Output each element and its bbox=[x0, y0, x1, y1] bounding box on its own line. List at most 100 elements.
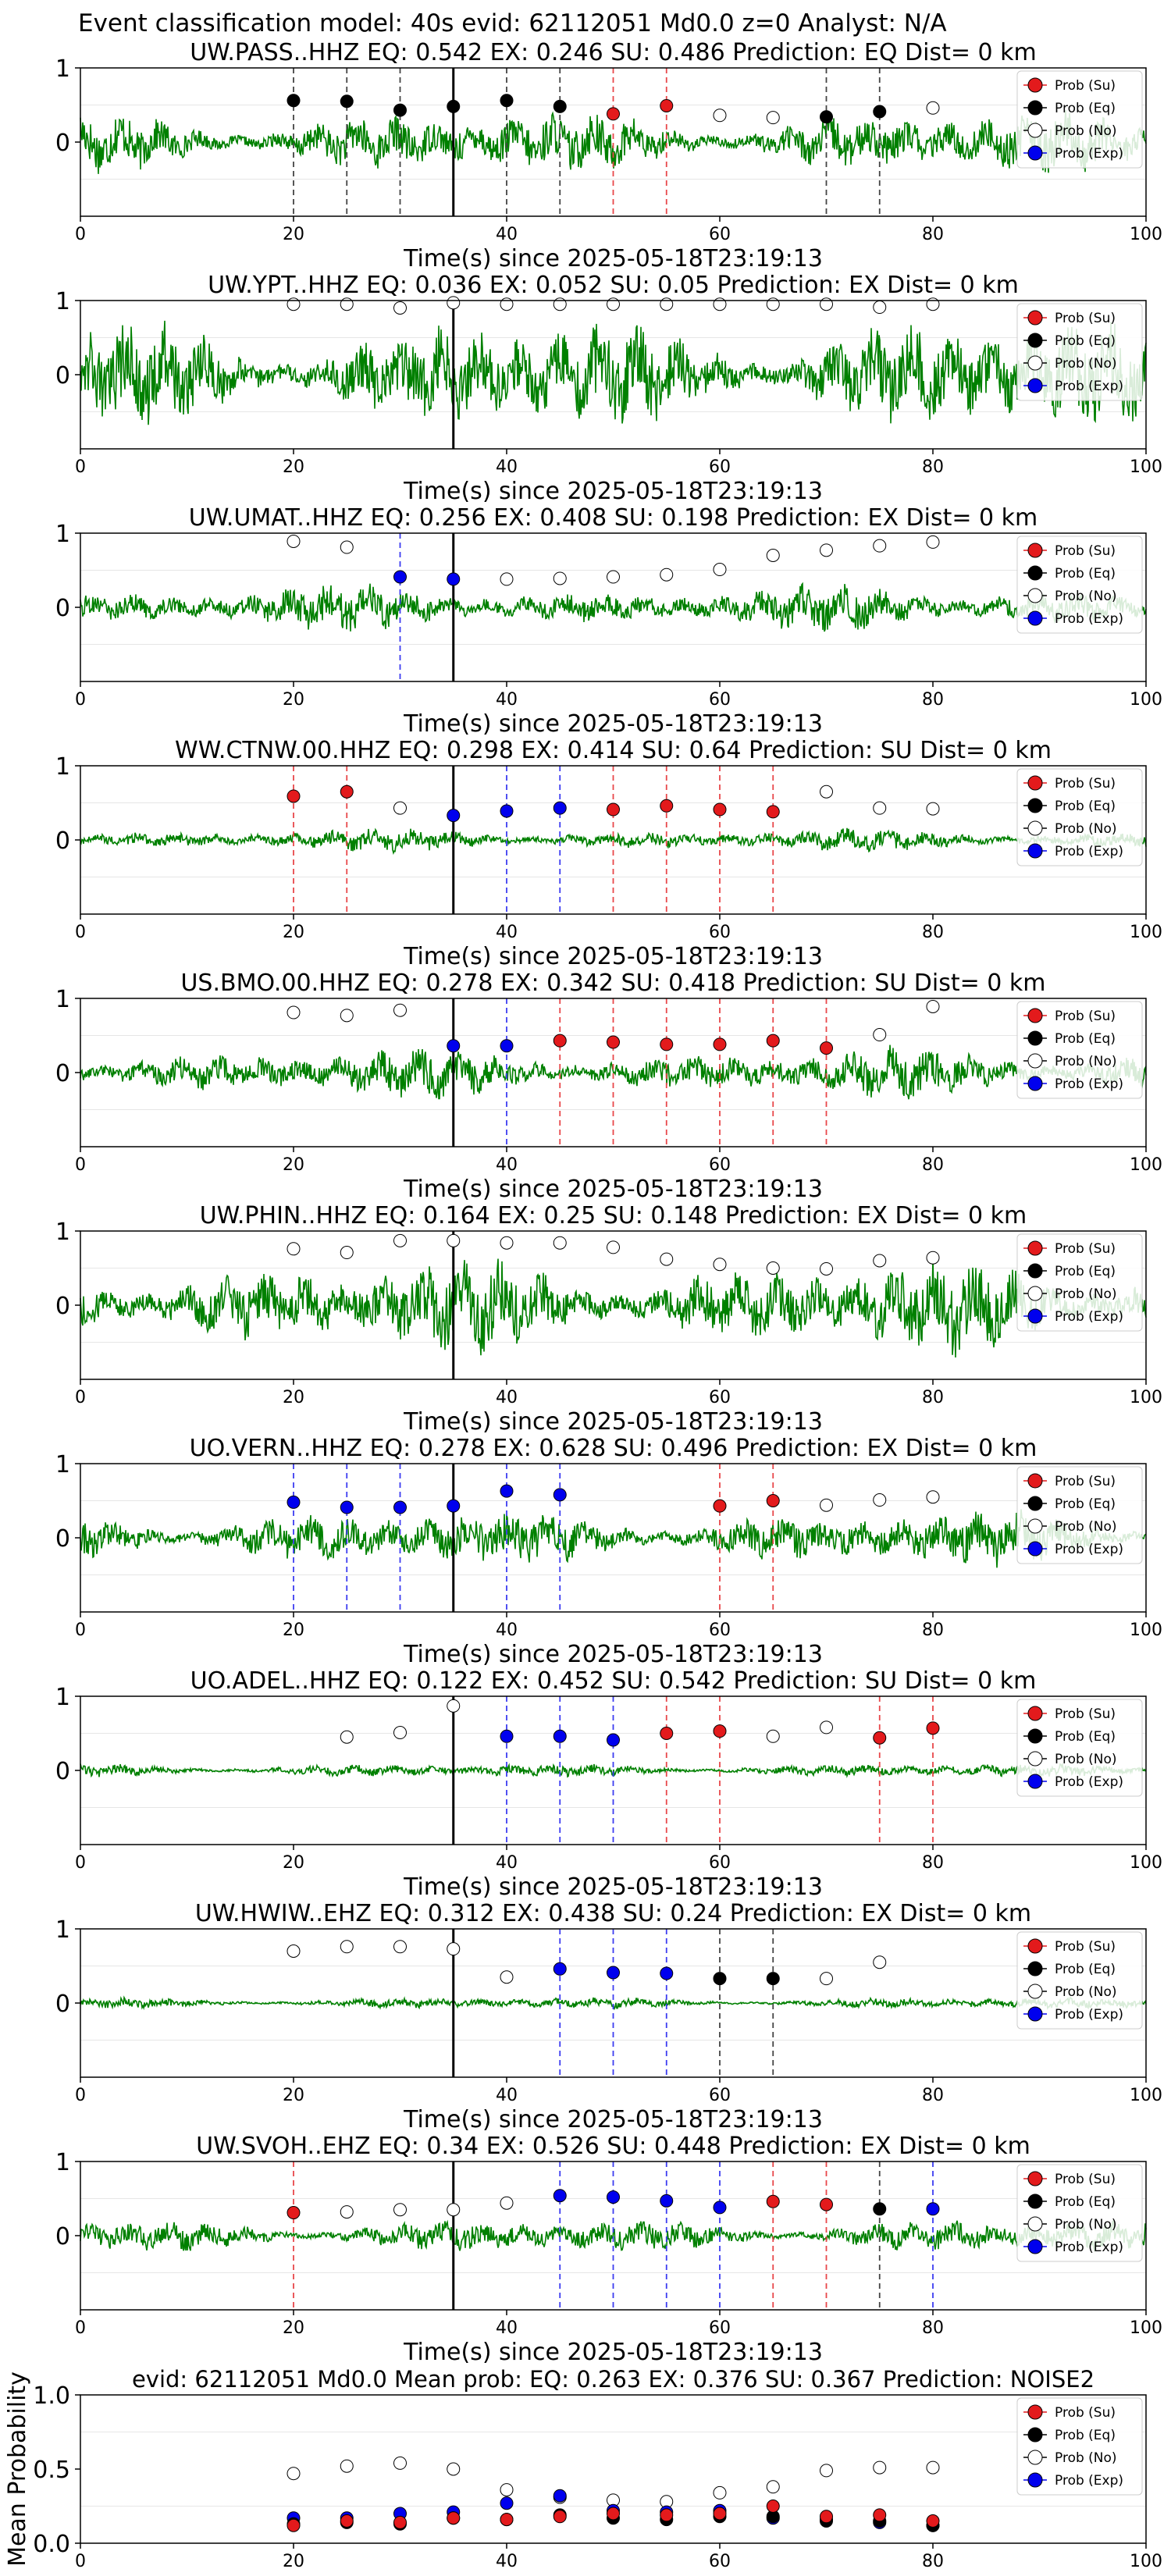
x-axis-label: Time(s) since 2025-05-18T23:19:13 bbox=[403, 943, 823, 970]
prob-point-su bbox=[287, 2206, 301, 2220]
y-tick-label: 1 bbox=[55, 288, 70, 315]
plot-frame bbox=[80, 1928, 1147, 2078]
legend-label: Prob (No) bbox=[1055, 1984, 1117, 2000]
station-panel-uo-adel--hhz: 0 20 40 60 80 100 1 0 Prob (Su) Prob (Eq) Prob (No… bbox=[55, 1667, 1162, 1901]
x-axis-label: Time(s) since 2025-05-18T23:19:13 bbox=[403, 478, 823, 505]
prob-point-no bbox=[553, 571, 567, 585]
legend-label: Prob (No) bbox=[1055, 589, 1117, 604]
legend-marker-su bbox=[1027, 2171, 1043, 2186]
legend-label: Prob (Eq) bbox=[1055, 799, 1116, 814]
prob-point-su bbox=[766, 805, 780, 819]
prob-point-no bbox=[820, 1498, 833, 1512]
legend-box bbox=[1016, 2164, 1143, 2262]
station-panel-uw-hwiw--ehz: 0 20 40 60 80 100 1 0 Prob (Su) Prob (Eq) Prob (No… bbox=[55, 1900, 1162, 2133]
prob-point-eq bbox=[287, 94, 301, 108]
prob-point-no bbox=[447, 296, 461, 310]
prob-point-no bbox=[873, 301, 887, 315]
prob-point-no bbox=[340, 1246, 354, 1260]
station-panel-uo-vern--hhz: 0 20 40 60 80 100 1 0 Prob (Su) Prob (Eq) Prob (No… bbox=[55, 1435, 1162, 1668]
mean-point-su bbox=[340, 2514, 354, 2528]
legend-label: Prob (Eq) bbox=[1055, 1264, 1116, 1279]
legend-marker-exp bbox=[1027, 1541, 1043, 1557]
legend-label: Prob (Exp) bbox=[1055, 1542, 1123, 1557]
legend-box bbox=[1016, 1931, 1143, 2030]
prob-point-no bbox=[287, 534, 301, 548]
x-tick-label: 80 bbox=[922, 2552, 944, 2571]
legend-label: Prob (Su) bbox=[1055, 776, 1116, 792]
legend-label: Prob (Eq) bbox=[1055, 1496, 1116, 1512]
x-tick-label: 0 bbox=[75, 1621, 86, 1640]
panel-title: UW.HWIW..EHZ EQ: 0.312 EX: 0.438 SU: 0.2… bbox=[195, 1900, 1031, 1927]
legend-marker-exp bbox=[1027, 2239, 1043, 2254]
plot-frame bbox=[80, 1695, 1147, 1845]
x-tick-label: 60 bbox=[709, 1388, 731, 1407]
y-tick-label: 0 bbox=[55, 827, 70, 855]
x-tick-label: 80 bbox=[922, 1388, 944, 1407]
prob-point-no bbox=[607, 1240, 620, 1254]
mean-point-su bbox=[553, 2510, 567, 2524]
prob-point-no bbox=[926, 535, 940, 549]
mean-point-no bbox=[340, 2459, 354, 2473]
x-tick-label: 40 bbox=[496, 1388, 518, 1407]
x-tick-label: 100 bbox=[1130, 2086, 1162, 2105]
legend-label: Prob (Exp) bbox=[1055, 2240, 1123, 2255]
prob-point-eq bbox=[713, 1972, 727, 1986]
legend-marker-no bbox=[1027, 2450, 1043, 2465]
legend-marker-exp bbox=[1027, 378, 1043, 393]
mean-point-no bbox=[820, 2464, 833, 2478]
prob-point-su bbox=[820, 1041, 833, 1055]
y-tick-label: 0 bbox=[55, 130, 70, 157]
mean-probability-panel: 0 20 40 60 80 100 1.0 0.5 0.0 Prob (Su) Prob (Eq) P… bbox=[4, 2366, 1162, 2571]
x-tick-label: 80 bbox=[922, 690, 944, 710]
panel-title: US.BMO.00.HHZ EQ: 0.278 EX: 0.342 SU: 0.… bbox=[180, 970, 1045, 997]
x-tick-label: 80 bbox=[922, 457, 944, 477]
mean-point-no bbox=[447, 2462, 461, 2476]
legend-label: Prob (No) bbox=[1055, 1054, 1117, 1069]
x-tick-label: 100 bbox=[1130, 1621, 1162, 1640]
prob-point-exp bbox=[607, 1966, 620, 1980]
prob-point-no bbox=[713, 109, 727, 123]
prob-point-no bbox=[287, 1242, 301, 1256]
legend-label: Prob (Exp) bbox=[1055, 844, 1123, 859]
mean-point-su bbox=[607, 2507, 620, 2521]
prob-point-su bbox=[660, 98, 674, 112]
prob-point-exp bbox=[713, 2201, 727, 2215]
prob-point-no bbox=[500, 572, 514, 586]
mean-point-no bbox=[873, 2460, 887, 2475]
prob-point-exp bbox=[447, 1499, 461, 1513]
legend-marker-su bbox=[1027, 2404, 1043, 2420]
x-tick-label: 0 bbox=[75, 1388, 86, 1407]
prob-point-eq bbox=[500, 94, 514, 108]
prob-point-su bbox=[607, 1035, 620, 1049]
prob-point-eq bbox=[447, 99, 461, 113]
legend-marker-su bbox=[1027, 1240, 1043, 1256]
prob-point-no bbox=[287, 297, 301, 311]
x-tick-label: 100 bbox=[1130, 457, 1162, 477]
prob-point-no bbox=[926, 1251, 940, 1265]
x-tick-label: 80 bbox=[922, 2086, 944, 2105]
prob-point-no bbox=[873, 539, 887, 553]
x-tick-label: 100 bbox=[1130, 225, 1162, 244]
x-tick-label: 20 bbox=[283, 1621, 304, 1640]
legend-label: Prob (Su) bbox=[1055, 311, 1116, 326]
prob-point-no bbox=[340, 297, 354, 311]
plot-frame bbox=[80, 532, 1147, 682]
y-tick-label: 0 bbox=[55, 1293, 70, 1320]
y-tick-label: 0 bbox=[55, 362, 70, 390]
panel-title: UO.ADEL..HHZ EQ: 0.122 EX: 0.452 SU: 0.5… bbox=[190, 1667, 1037, 1695]
x-tick-label: 20 bbox=[283, 1155, 304, 1175]
prob-point-no bbox=[393, 1233, 407, 1247]
legend-label: Prob (Exp) bbox=[1055, 1076, 1123, 1092]
prob-point-exp bbox=[607, 1733, 620, 1747]
legend-label: Prob (Su) bbox=[1055, 2172, 1116, 2187]
x-tick-label: 80 bbox=[922, 1853, 944, 1873]
prob-point-no bbox=[926, 297, 940, 311]
x-tick-label: 0 bbox=[75, 2086, 86, 2105]
mean-point-no bbox=[500, 2483, 514, 2497]
x-tick-label: 40 bbox=[496, 225, 518, 244]
y-axis-label: Mean Probability bbox=[4, 2371, 31, 2567]
waveform-trace bbox=[80, 320, 1147, 425]
mean-point-no bbox=[766, 2480, 780, 2494]
legend-marker-exp bbox=[1027, 843, 1043, 859]
legend-marker-no bbox=[1027, 588, 1043, 603]
